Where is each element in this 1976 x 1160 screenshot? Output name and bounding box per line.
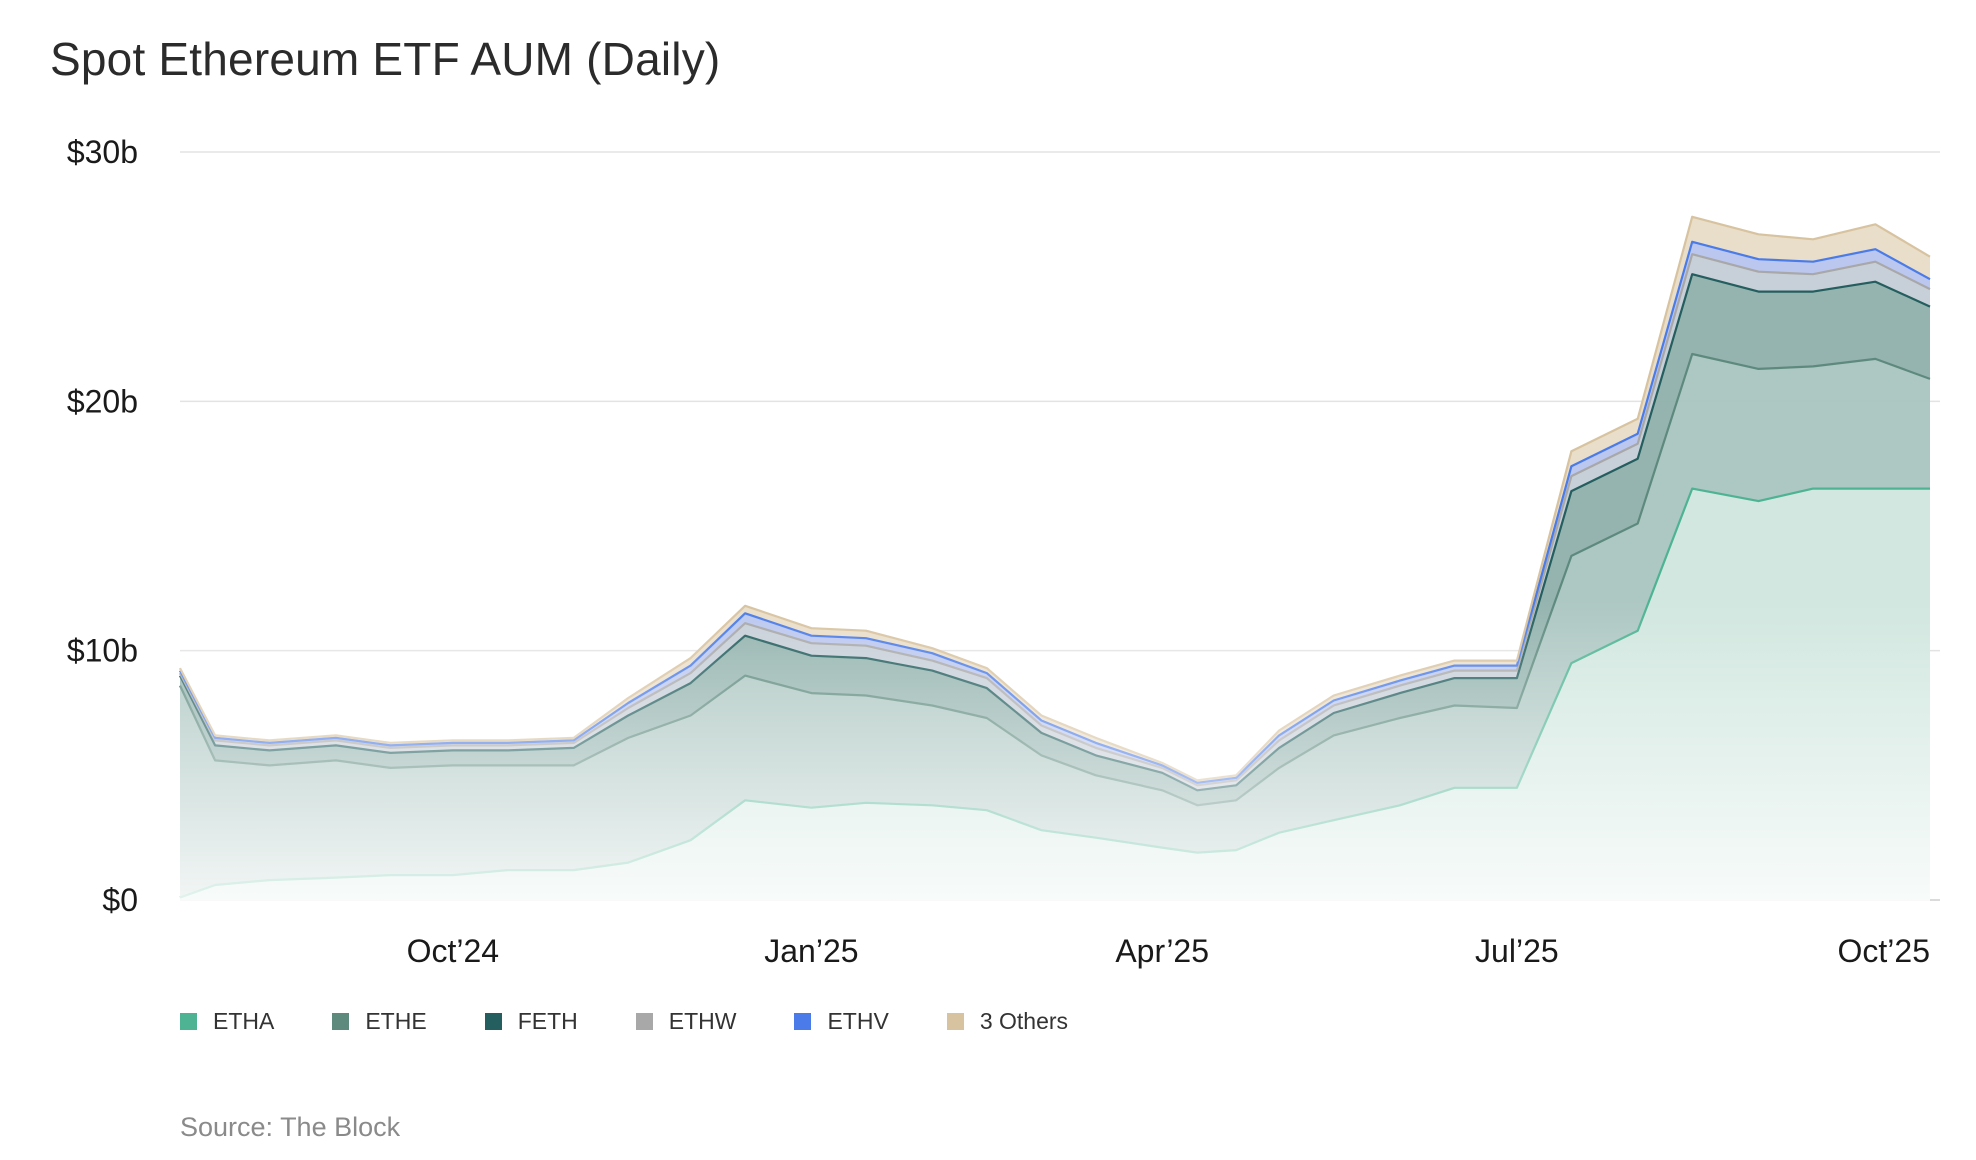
x-tick-label: Apr’25 <box>1115 933 1209 969</box>
x-tick-label: Jan’25 <box>764 933 858 969</box>
bottom-fade <box>180 600 1930 905</box>
legend-swatch <box>794 1013 812 1030</box>
x-tick-label: Oct’24 <box>407 933 499 969</box>
legend-item[interactable]: 3 Others <box>946 1008 1069 1035</box>
legend-label: 3 Others <box>979 1008 1069 1034</box>
legend-label: FETH <box>517 1008 578 1034</box>
chart-title: Spot Ethereum ETF AUM (Daily) <box>50 33 721 85</box>
legend-swatch <box>332 1013 350 1030</box>
legend-swatch <box>635 1013 653 1030</box>
y-tick-label: $20b <box>67 383 138 419</box>
x-axis-ticks: Oct’24 Jan’25 Apr’25 Jul’25 Oct’25 <box>407 933 1930 969</box>
y-tick-label: $0 <box>102 882 138 918</box>
legend-item[interactable]: ETHW <box>635 1008 737 1035</box>
legend-label: ETHA <box>213 1008 275 1034</box>
legend-item[interactable]: ETHA <box>180 1008 274 1035</box>
legend-swatch <box>180 1013 197 1030</box>
legend-item[interactable]: FETH <box>484 1008 578 1035</box>
legend-swatch <box>484 1013 502 1030</box>
legend-swatch <box>946 1013 964 1030</box>
area-chart: $0$10b$20b$30b Oct’24 Jan’25 Apr’25 Jul’25 O… <box>67 134 1940 969</box>
y-tick-label: $10b <box>67 633 138 669</box>
legend-item[interactable]: ETHV <box>794 1008 889 1035</box>
y-tick-label: $30b <box>67 134 138 170</box>
legend-item[interactable]: ETHE <box>332 1008 427 1035</box>
legend-label: ETHW <box>668 1008 737 1034</box>
x-tick-label: Oct’25 <box>1838 933 1930 969</box>
legend: ETHA ETHE FETH ETHW ETHV 3 Others <box>180 1008 1126 1035</box>
source-note: Source: The Block <box>180 1112 401 1142</box>
x-tick-label: Jul’25 <box>1475 933 1559 969</box>
y-axis-ticks: $0 $10b $20b $30b <box>67 134 138 918</box>
legend-label: ETHV <box>827 1008 889 1034</box>
legend-label: ETHE <box>365 1008 427 1034</box>
